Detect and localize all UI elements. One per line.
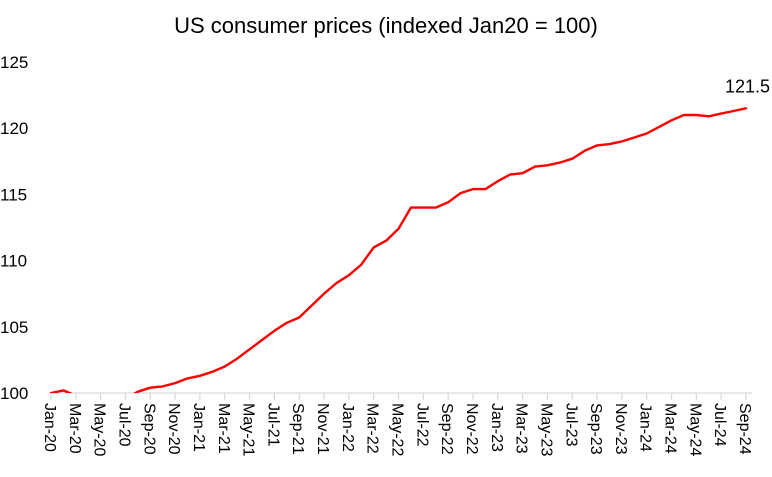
x-tick-label: Mar-24 bbox=[662, 403, 679, 454]
y-tick-label: 100 bbox=[0, 384, 28, 403]
x-tick-label: Mar-20 bbox=[66, 403, 83, 454]
y-tick-label: 105 bbox=[0, 318, 28, 337]
x-tick-label: Nov-20 bbox=[165, 403, 182, 455]
x-tick-label: Jan-21 bbox=[190, 403, 207, 452]
x-tick-label: Nov-22 bbox=[463, 403, 480, 455]
series-line bbox=[49, 107, 748, 393]
x-tick-label: Jan-22 bbox=[339, 403, 356, 452]
x-tick-label: May-21 bbox=[240, 403, 257, 456]
chart-title: US consumer prices (indexed Jan20 = 100) bbox=[174, 13, 598, 38]
x-tick-label: May-22 bbox=[389, 403, 406, 456]
x-tick-label: Jul-22 bbox=[413, 403, 430, 447]
x-tick-label: May-24 bbox=[686, 403, 703, 456]
y-tick-label: 110 bbox=[0, 252, 27, 271]
x-tick-label: Nov-21 bbox=[314, 403, 331, 455]
x-tick-label: Jan-20 bbox=[41, 403, 58, 452]
x-tick-label: Mar-21 bbox=[215, 403, 232, 454]
x-tick-label: Sep-23 bbox=[587, 403, 604, 455]
x-tick-label: Mar-22 bbox=[364, 403, 381, 454]
x-tick-label: Jul-23 bbox=[562, 403, 579, 447]
x-tick-label: Jul-21 bbox=[264, 403, 281, 447]
y-tick-label: 120 bbox=[0, 119, 28, 138]
x-tick-label: Jan-24 bbox=[637, 403, 654, 452]
x-tick-label: Mar-23 bbox=[513, 403, 530, 454]
x-tick-label: May-20 bbox=[91, 403, 108, 456]
annotations: 121.5 bbox=[725, 76, 770, 96]
data-label: 121.5 bbox=[725, 76, 770, 96]
x-tick-label: Nov-23 bbox=[612, 403, 629, 455]
y-tick-label: 115 bbox=[0, 185, 27, 204]
plot-area bbox=[49, 107, 748, 393]
x-tick-label: Jul-20 bbox=[115, 403, 132, 447]
x-tick-label: Sep-20 bbox=[140, 403, 157, 455]
x-axis: Jan-20 Mar-20 May-20 Jul-20 Sep-20 Nov-20 Jan-… bbox=[41, 392, 753, 456]
y-axis: 100 105 110 115 120 125 bbox=[0, 53, 28, 403]
x-tick-label: Sep-21 bbox=[289, 403, 306, 455]
y-tick-label: 125 bbox=[0, 53, 28, 72]
x-tick-label: Sep-24 bbox=[736, 403, 753, 455]
x-tick-label: Jul-24 bbox=[711, 403, 728, 447]
x-tick-label: May-23 bbox=[537, 403, 554, 456]
x-tick-label: Sep-22 bbox=[438, 403, 455, 455]
x-tick-label: Jan-23 bbox=[488, 403, 505, 452]
